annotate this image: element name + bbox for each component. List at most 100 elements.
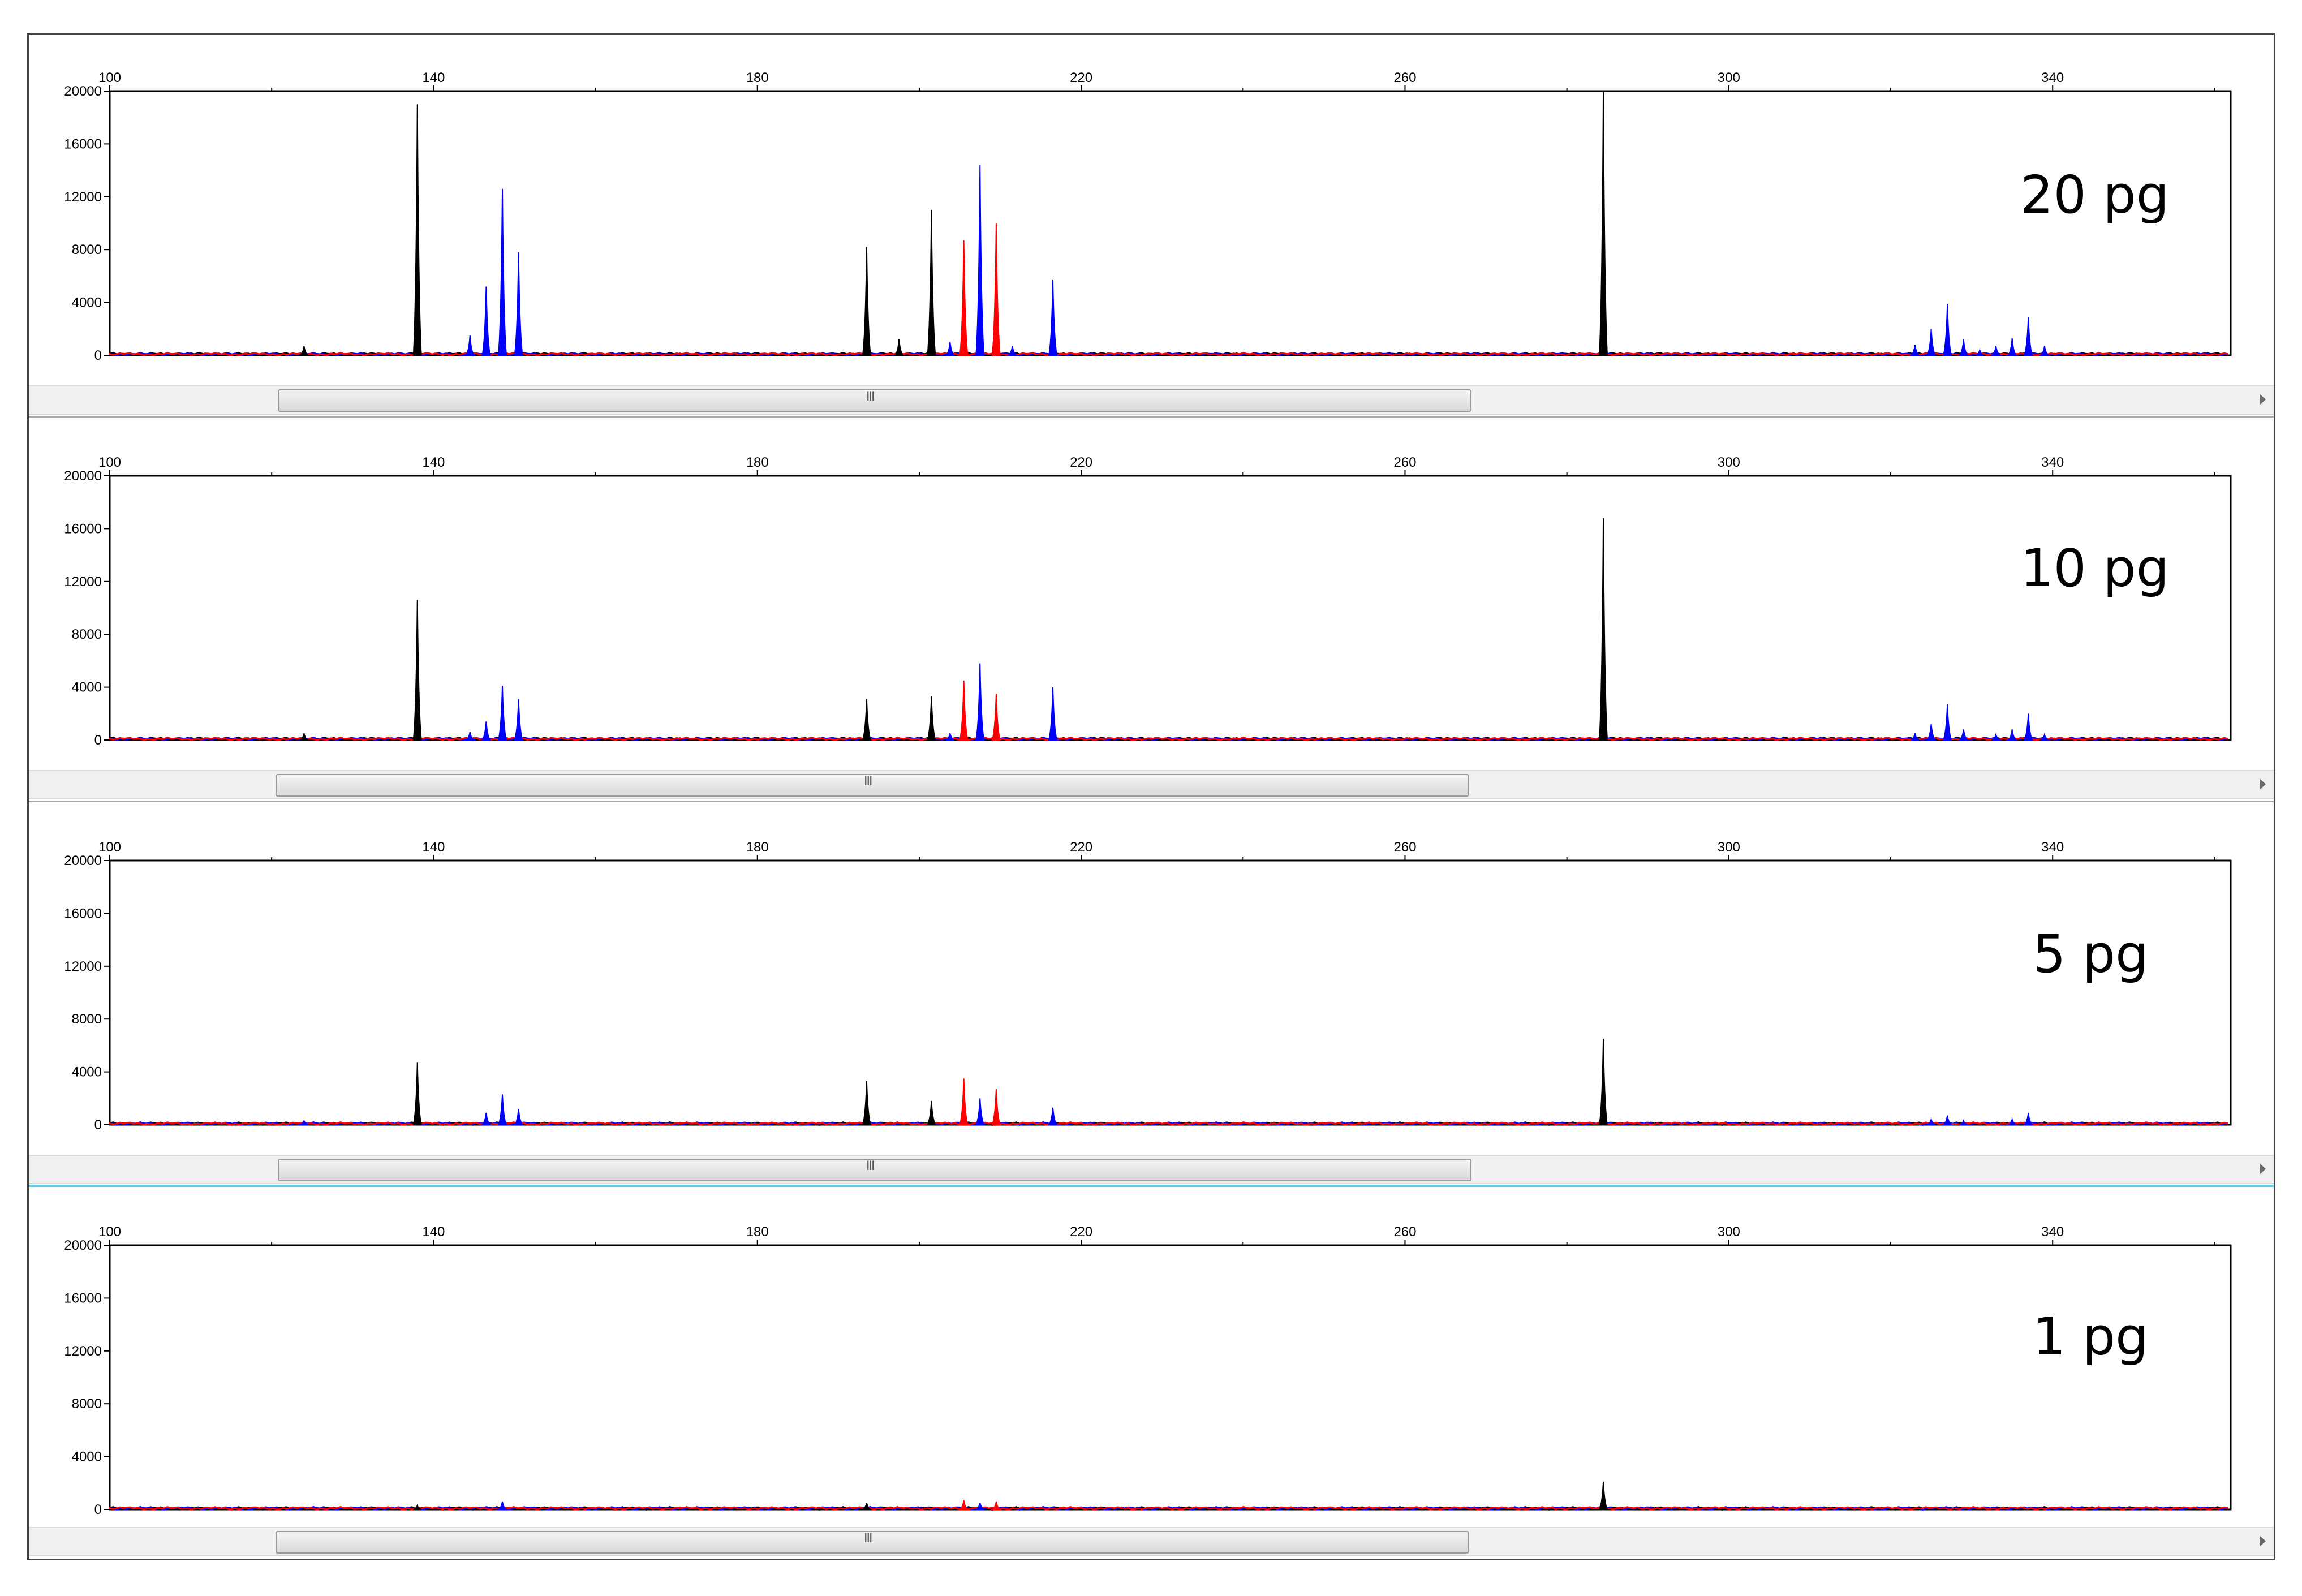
x-tick-label: 180 bbox=[746, 840, 769, 855]
peak bbox=[300, 1119, 308, 1125]
sample-label-1pg: 1 pg bbox=[2033, 1306, 2149, 1367]
peak bbox=[1909, 345, 1921, 356]
peak bbox=[514, 699, 524, 741]
peak bbox=[975, 1503, 984, 1510]
peak bbox=[991, 223, 1001, 356]
peak bbox=[862, 247, 872, 356]
peak bbox=[1047, 1107, 1059, 1125]
peak bbox=[893, 339, 905, 356]
baseline-red bbox=[109, 737, 2228, 741]
scrollbar-grip: III bbox=[864, 1532, 873, 1546]
peak bbox=[958, 1500, 970, 1510]
peak bbox=[1942, 704, 1952, 741]
plot-area bbox=[109, 90, 2232, 356]
y-tick-label: 8000 bbox=[72, 627, 102, 642]
panel-divider-selected bbox=[29, 1185, 2274, 1187]
horizontal-scrollbar[interactable]: III bbox=[29, 1527, 2274, 1556]
y-tick-label: 0 bbox=[94, 1117, 102, 1133]
peak bbox=[412, 1062, 423, 1125]
y-tick-label: 20000 bbox=[64, 84, 102, 99]
plot-area bbox=[109, 475, 2232, 741]
horizontal-scrollbar[interactable]: III bbox=[29, 1155, 2274, 1184]
peak bbox=[481, 721, 492, 741]
scrollbar-thumb[interactable] bbox=[278, 1159, 1471, 1181]
horizontal-scrollbar[interactable]: III bbox=[29, 770, 2274, 799]
scroll-right-arrow-icon[interactable] bbox=[2260, 394, 2266, 405]
peak bbox=[975, 1098, 985, 1125]
peak bbox=[2023, 713, 2033, 741]
peak bbox=[862, 699, 872, 741]
scrollbar-thumb[interactable] bbox=[278, 389, 1471, 412]
peak bbox=[1911, 733, 1920, 741]
peak bbox=[1048, 279, 1058, 356]
peak bbox=[412, 104, 422, 356]
y-tick-label: 0 bbox=[94, 1502, 102, 1517]
peak bbox=[2007, 338, 2017, 356]
scrollbar-thumb[interactable] bbox=[276, 774, 1469, 797]
scroll-right-arrow-icon[interactable] bbox=[2260, 779, 2266, 789]
x-tick-label: 180 bbox=[746, 1224, 769, 1240]
x-tick-label: 340 bbox=[2041, 455, 2064, 470]
panel-divider bbox=[29, 416, 2274, 418]
x-tick-label: 340 bbox=[2041, 840, 2064, 855]
peak bbox=[926, 1100, 937, 1125]
baseline-red bbox=[109, 1121, 2228, 1126]
peak bbox=[975, 165, 985, 356]
y-tick-label: 12000 bbox=[64, 1344, 102, 1359]
x-tick-label: 140 bbox=[422, 1224, 445, 1240]
y-tick-label: 0 bbox=[94, 733, 102, 748]
peak bbox=[1048, 687, 1058, 741]
y-tick-label: 12000 bbox=[64, 959, 102, 974]
panel-5pg: 0 4000 8000 12000 16000 20000 100 140 180 220 260 3… bbox=[29, 804, 2274, 1189]
x-tick-label: 220 bbox=[1070, 455, 1092, 470]
x-tick-label: 220 bbox=[1070, 1224, 1092, 1240]
peak bbox=[991, 1089, 1001, 1125]
sample-label-20pg: 20 pg bbox=[2020, 165, 2170, 225]
peak bbox=[513, 1108, 524, 1125]
scrollbar-grip: III bbox=[866, 390, 875, 404]
x-tick-label: 260 bbox=[1393, 1224, 1416, 1240]
scrollbar-grip: III bbox=[866, 1159, 875, 1173]
peak bbox=[497, 686, 507, 741]
peak bbox=[2040, 732, 2049, 741]
y-tick-label: 12000 bbox=[64, 190, 102, 205]
baseline-red bbox=[109, 352, 2228, 356]
x-tick-label: 140 bbox=[422, 840, 445, 855]
peak bbox=[2023, 1112, 2034, 1125]
scrollbar-thumb[interactable] bbox=[276, 1531, 1469, 1554]
peak bbox=[1991, 732, 2000, 741]
x-tick-label: 140 bbox=[422, 455, 445, 470]
peak bbox=[480, 1112, 492, 1125]
y-tick-label: 0 bbox=[94, 348, 102, 363]
x-tick-label: 100 bbox=[98, 455, 121, 470]
y-tick-label: 20000 bbox=[64, 853, 102, 868]
x-tick-label: 340 bbox=[2041, 70, 2064, 85]
horizontal-scrollbar[interactable]: III bbox=[29, 385, 2274, 415]
peak bbox=[412, 600, 422, 741]
peak bbox=[1926, 329, 1937, 356]
peak bbox=[481, 286, 491, 356]
peak bbox=[497, 188, 507, 356]
x-tick-label: 300 bbox=[1718, 455, 1740, 470]
x-tick-label: 220 bbox=[1070, 70, 1092, 85]
panel-10pg: 0 4000 8000 12000 16000 20000 100 140 180 220 260 3… bbox=[29, 419, 2274, 804]
peak bbox=[1598, 518, 1608, 741]
scroll-right-arrow-icon[interactable] bbox=[2260, 1164, 2266, 1174]
x-tick-label: 260 bbox=[1393, 840, 1416, 855]
x-tick-label: 180 bbox=[746, 455, 769, 470]
peak bbox=[463, 732, 476, 741]
y-tick-label: 4000 bbox=[72, 680, 102, 695]
peak bbox=[1598, 1481, 1608, 1510]
peak bbox=[1958, 339, 1969, 356]
peak bbox=[945, 733, 954, 741]
peak bbox=[2006, 729, 2018, 741]
y-tick-label: 4000 bbox=[72, 1449, 102, 1465]
y-tick-label: 4000 bbox=[72, 1065, 102, 1080]
peak bbox=[299, 733, 308, 741]
peak bbox=[975, 663, 985, 741]
peak bbox=[959, 1078, 969, 1125]
peak bbox=[1976, 347, 1984, 356]
scroll-right-arrow-icon[interactable] bbox=[2260, 1536, 2266, 1546]
